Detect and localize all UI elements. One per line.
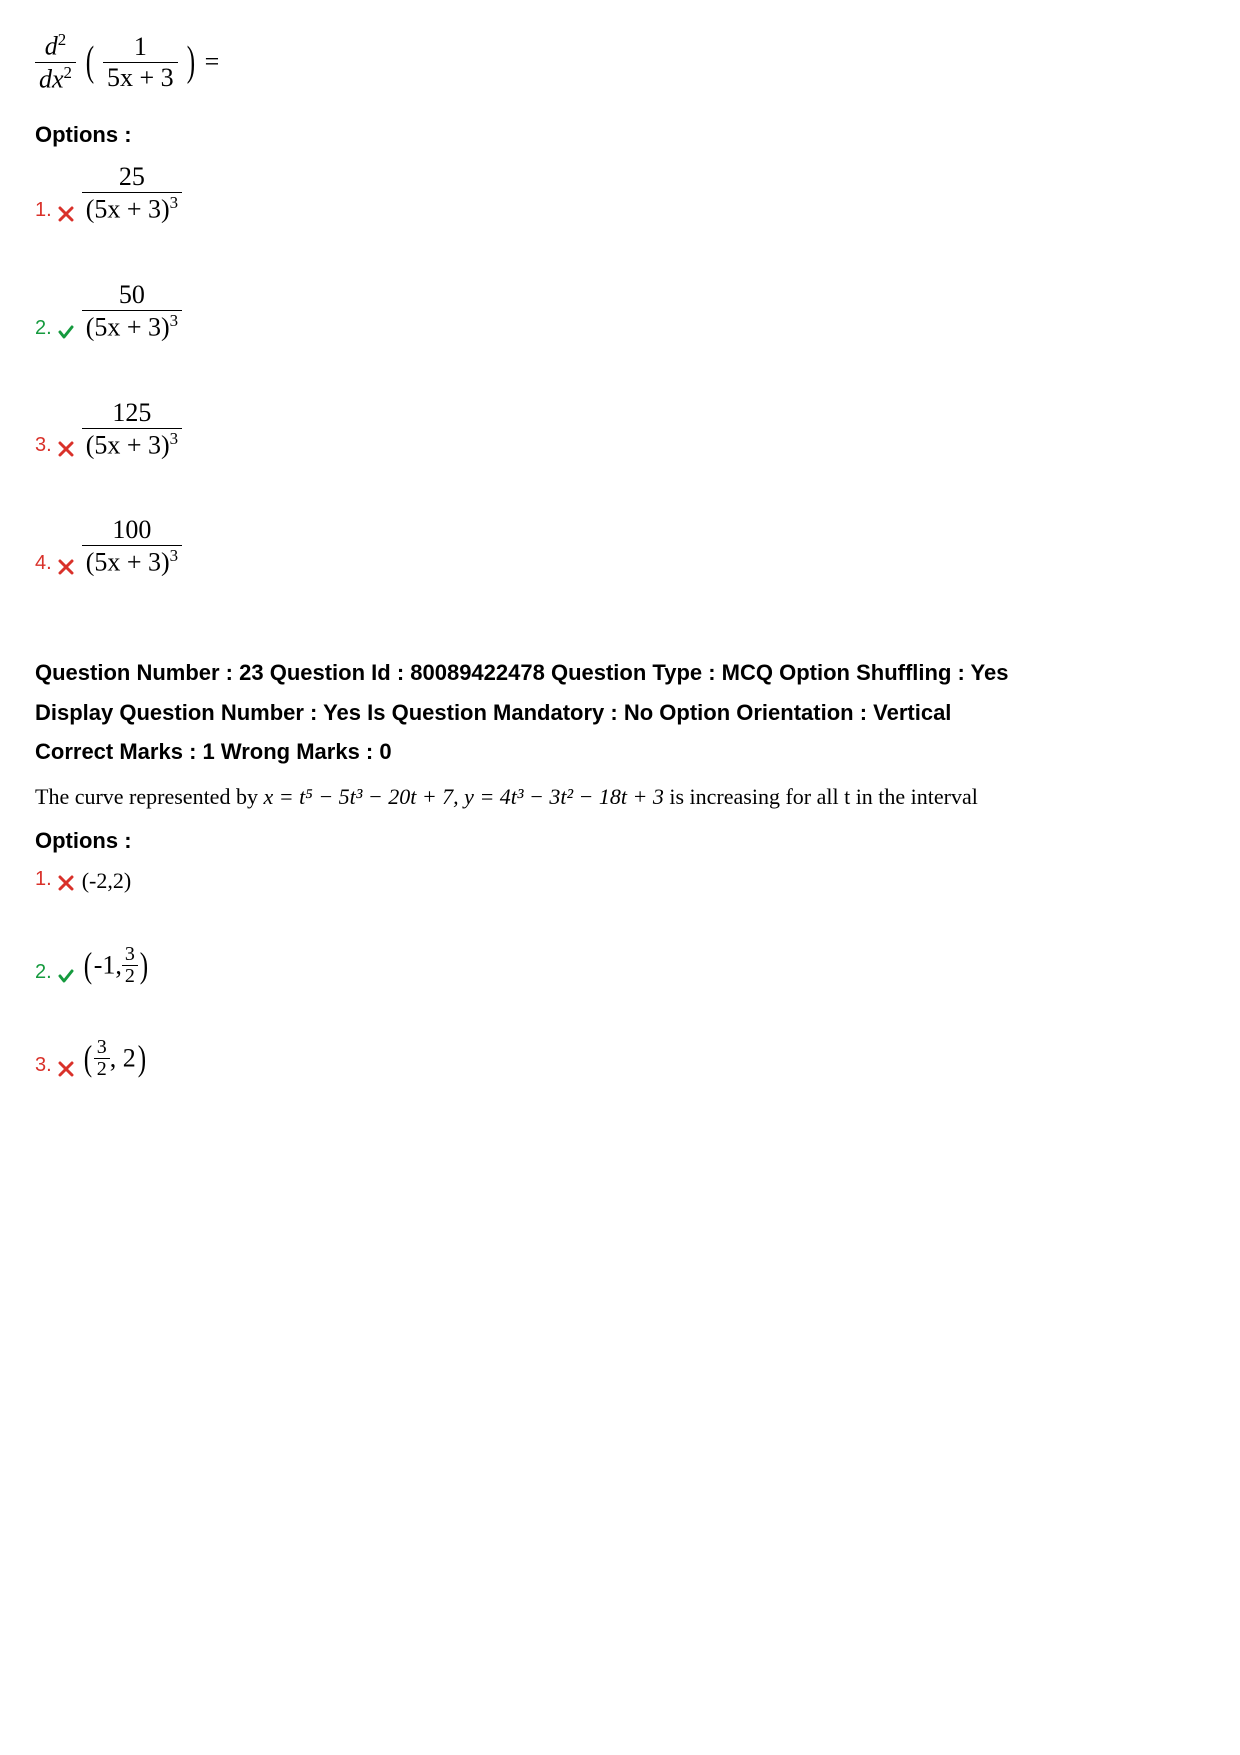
option-math: (32, 2) bbox=[82, 1037, 148, 1080]
option-number: 4. bbox=[35, 552, 52, 578]
q22-options-list: 1. 25 (5x + 3)3 2. 50 (5x + 3)3 3. bbox=[35, 162, 1205, 578]
option-item: 3. (32, 2) bbox=[35, 1037, 1205, 1080]
cross-icon bbox=[58, 558, 74, 574]
option-number: 3. bbox=[35, 434, 52, 460]
option-item: 2. (-1,32) bbox=[35, 944, 1205, 987]
option-number: 2. bbox=[35, 961, 52, 987]
option-math: 125 (5x + 3)3 bbox=[82, 398, 182, 461]
option-math: 50 (5x + 3)3 bbox=[82, 280, 182, 343]
option-math: (-2,2) bbox=[82, 868, 131, 894]
option-number: 1. bbox=[35, 868, 52, 894]
cross-icon bbox=[58, 874, 74, 890]
option-item: 4. 100 (5x + 3)3 bbox=[35, 515, 1205, 578]
q23-options-list: 1. (-2,2) 2. (-1,32) 3. (32, 2) bbox=[35, 868, 1205, 1080]
option-item: 3. 125 (5x + 3)3 bbox=[35, 398, 1205, 461]
cross-icon bbox=[58, 205, 74, 221]
options-heading: Options : bbox=[35, 122, 1205, 148]
check-icon bbox=[58, 323, 74, 339]
option-math: (-1,32) bbox=[82, 944, 150, 987]
option-number: 2. bbox=[35, 317, 52, 343]
question-stem-math: d2 dx2 ( 1 5x + 3 ) = bbox=[35, 30, 1205, 94]
question-meta: Question Number : 23 Question Id : 80089… bbox=[35, 653, 1205, 772]
check-icon bbox=[58, 967, 74, 983]
options-heading: Options : bbox=[35, 828, 1205, 854]
option-item: 1. (-2,2) bbox=[35, 868, 1205, 894]
option-math: 100 (5x + 3)3 bbox=[82, 515, 182, 578]
question-text: The curve represented by x = t⁵ − 5t³ − … bbox=[35, 784, 1205, 810]
option-number: 3. bbox=[35, 1054, 52, 1080]
meta-line: Correct Marks : 1 Wrong Marks : 0 bbox=[35, 732, 1205, 772]
option-item: 1. 25 (5x + 3)3 bbox=[35, 162, 1205, 225]
cross-icon bbox=[58, 440, 74, 456]
option-item: 2. 50 (5x + 3)3 bbox=[35, 280, 1205, 343]
option-math: 25 (5x + 3)3 bbox=[82, 162, 182, 225]
option-number: 1. bbox=[35, 199, 52, 225]
meta-line: Question Number : 23 Question Id : 80089… bbox=[35, 653, 1205, 693]
meta-line: Display Question Number : Yes Is Questio… bbox=[35, 693, 1205, 733]
cross-icon bbox=[58, 1060, 74, 1076]
